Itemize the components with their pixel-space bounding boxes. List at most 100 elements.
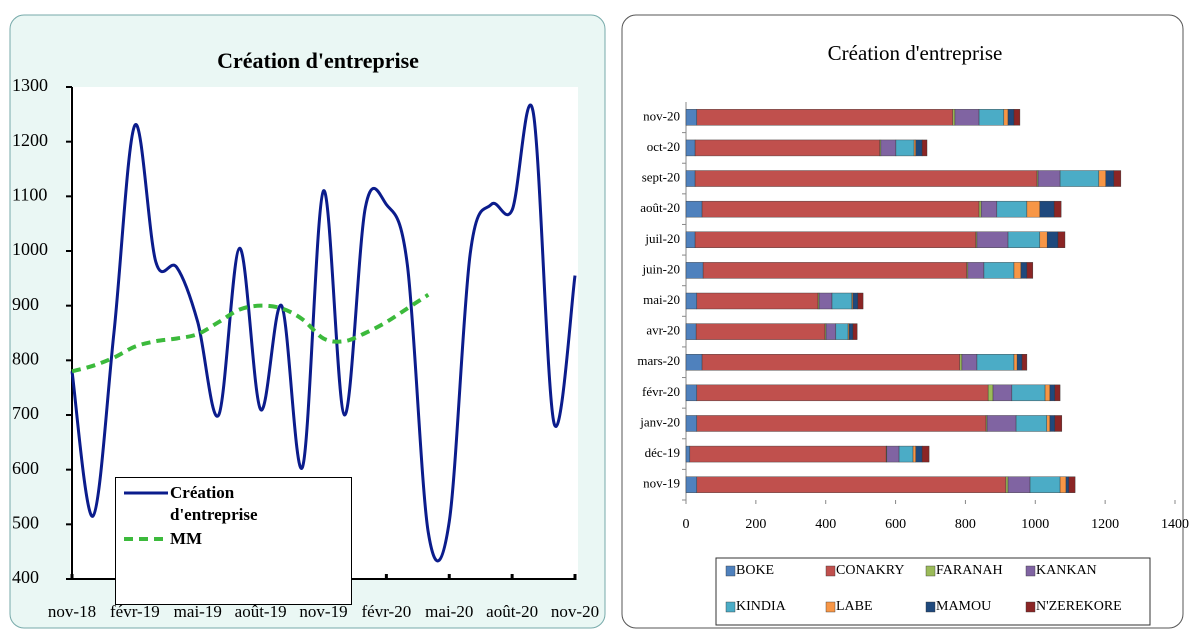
x-tick-label: mai-20: [425, 602, 473, 621]
bar-segment: [1005, 476, 1009, 493]
bar-segment: [996, 200, 1028, 218]
bar-segment: [987, 384, 994, 402]
bar-segment: [825, 323, 837, 340]
y-tick-label: 700: [12, 403, 39, 423]
legend-swatch: [725, 601, 736, 613]
bar-segment: [685, 476, 698, 493]
bar-segment: [1065, 476, 1070, 493]
bar-segment: [913, 139, 917, 157]
bar-segment: [921, 445, 930, 463]
bar-segment: [685, 323, 697, 340]
bar-segment: [921, 139, 928, 157]
bar-segment: [694, 170, 1038, 187]
bar-segment: [685, 292, 698, 310]
bar-segment: [1039, 231, 1048, 248]
bar-segment: [1053, 200, 1062, 218]
bar-segment: [835, 323, 849, 340]
x-tick-label: nov-20: [551, 602, 599, 621]
bar-segment: [986, 415, 1017, 432]
bar-segment: [685, 262, 704, 279]
bar-segment: [895, 139, 915, 157]
bar-segment: [898, 445, 914, 463]
y-tick-label: 1200: [12, 130, 48, 150]
bar-segment: [1057, 231, 1066, 248]
y-tick-label: 1100: [12, 184, 47, 204]
x-tick-label: 0: [683, 517, 690, 532]
legend-swatch: [825, 565, 836, 577]
legend-swatch: [1025, 565, 1036, 577]
bar-segment: [857, 292, 864, 310]
bar-segment: [1003, 109, 1009, 126]
bar-segment: [1039, 200, 1055, 218]
bar-segment: [1013, 262, 1022, 279]
bar-segment: [701, 354, 961, 371]
y-tick-label: janv-20: [639, 414, 680, 429]
bar-segment: [1020, 262, 1028, 279]
legend-swatch: [124, 537, 168, 541]
y-tick-label: 600: [12, 458, 39, 478]
legend-label: LABE: [836, 599, 873, 614]
x-tick-label: août-20: [486, 602, 538, 621]
bar-segment: [1113, 170, 1122, 187]
y-tick-label: nov-20: [643, 108, 680, 123]
bar-segment: [696, 476, 1007, 493]
bar-segment: [1068, 476, 1076, 493]
bar-segment: [980, 200, 998, 218]
y-tick-label: mars-20: [637, 353, 680, 368]
x-tick-label: nov-19: [299, 602, 347, 621]
bar-segment: [1013, 109, 1021, 126]
bar-segment: [954, 109, 980, 126]
bar-segment: [1044, 384, 1051, 402]
x-tick-label: mai-19: [174, 602, 222, 621]
legend-label: KANKAN: [1036, 563, 1097, 578]
bar-segment: [1026, 262, 1034, 279]
bar-segment: [1049, 384, 1056, 402]
legend-item: MM: [122, 528, 345, 550]
line-series: [70, 103, 577, 563]
bar-segment: [685, 109, 698, 126]
bar-segment: [1007, 109, 1015, 126]
y-tick-label: nov-19: [643, 476, 680, 491]
bar-segment: [967, 262, 985, 279]
legend-label: BOKE: [736, 563, 774, 578]
y-tick-label: 900: [12, 294, 39, 314]
legend-swatch: [925, 601, 936, 613]
right-panel: [621, 14, 1184, 629]
bar-segment: [831, 292, 853, 310]
bar-segment: [1054, 384, 1061, 402]
bar-segment: [695, 323, 826, 340]
legend-swatch: [725, 565, 736, 577]
legend-label: CONAKRY: [836, 563, 904, 578]
x-tick-label: nov-18: [48, 602, 96, 621]
y-tick-label: oct-20: [647, 139, 680, 154]
line-series: [71, 293, 430, 374]
bar-segment: [818, 292, 833, 310]
bar-segment: [952, 109, 956, 126]
y-tick-label: 500: [12, 512, 39, 532]
bar-segment: [848, 323, 854, 340]
y-tick-label: mai-20: [643, 292, 680, 307]
bar-segment: [1029, 476, 1061, 493]
bar-segment: [702, 262, 968, 279]
legend-item: Création d'entreprise: [122, 482, 345, 526]
bar-segment: [696, 109, 954, 126]
bar-segment: [685, 170, 696, 187]
x-tick-label: 400: [815, 517, 836, 532]
bar-segment: [1037, 170, 1061, 187]
bar-segment: [685, 415, 698, 432]
bar-segment: [1105, 170, 1115, 187]
bar-segment: [976, 231, 1009, 248]
bar-segment: [1011, 384, 1046, 402]
bar-segment: [685, 200, 703, 218]
bar-segment: [1046, 415, 1051, 432]
x-tick-label: 600: [885, 517, 906, 532]
y-tick-label: août-20: [640, 200, 680, 215]
legend-swatch: [925, 565, 936, 577]
bar-segment: [886, 445, 900, 463]
y-tick-label: 800: [12, 348, 39, 368]
bar-segment: [978, 109, 1005, 126]
bar-segment: [912, 445, 917, 463]
right-title: Création d'entreprise: [828, 41, 1003, 65]
